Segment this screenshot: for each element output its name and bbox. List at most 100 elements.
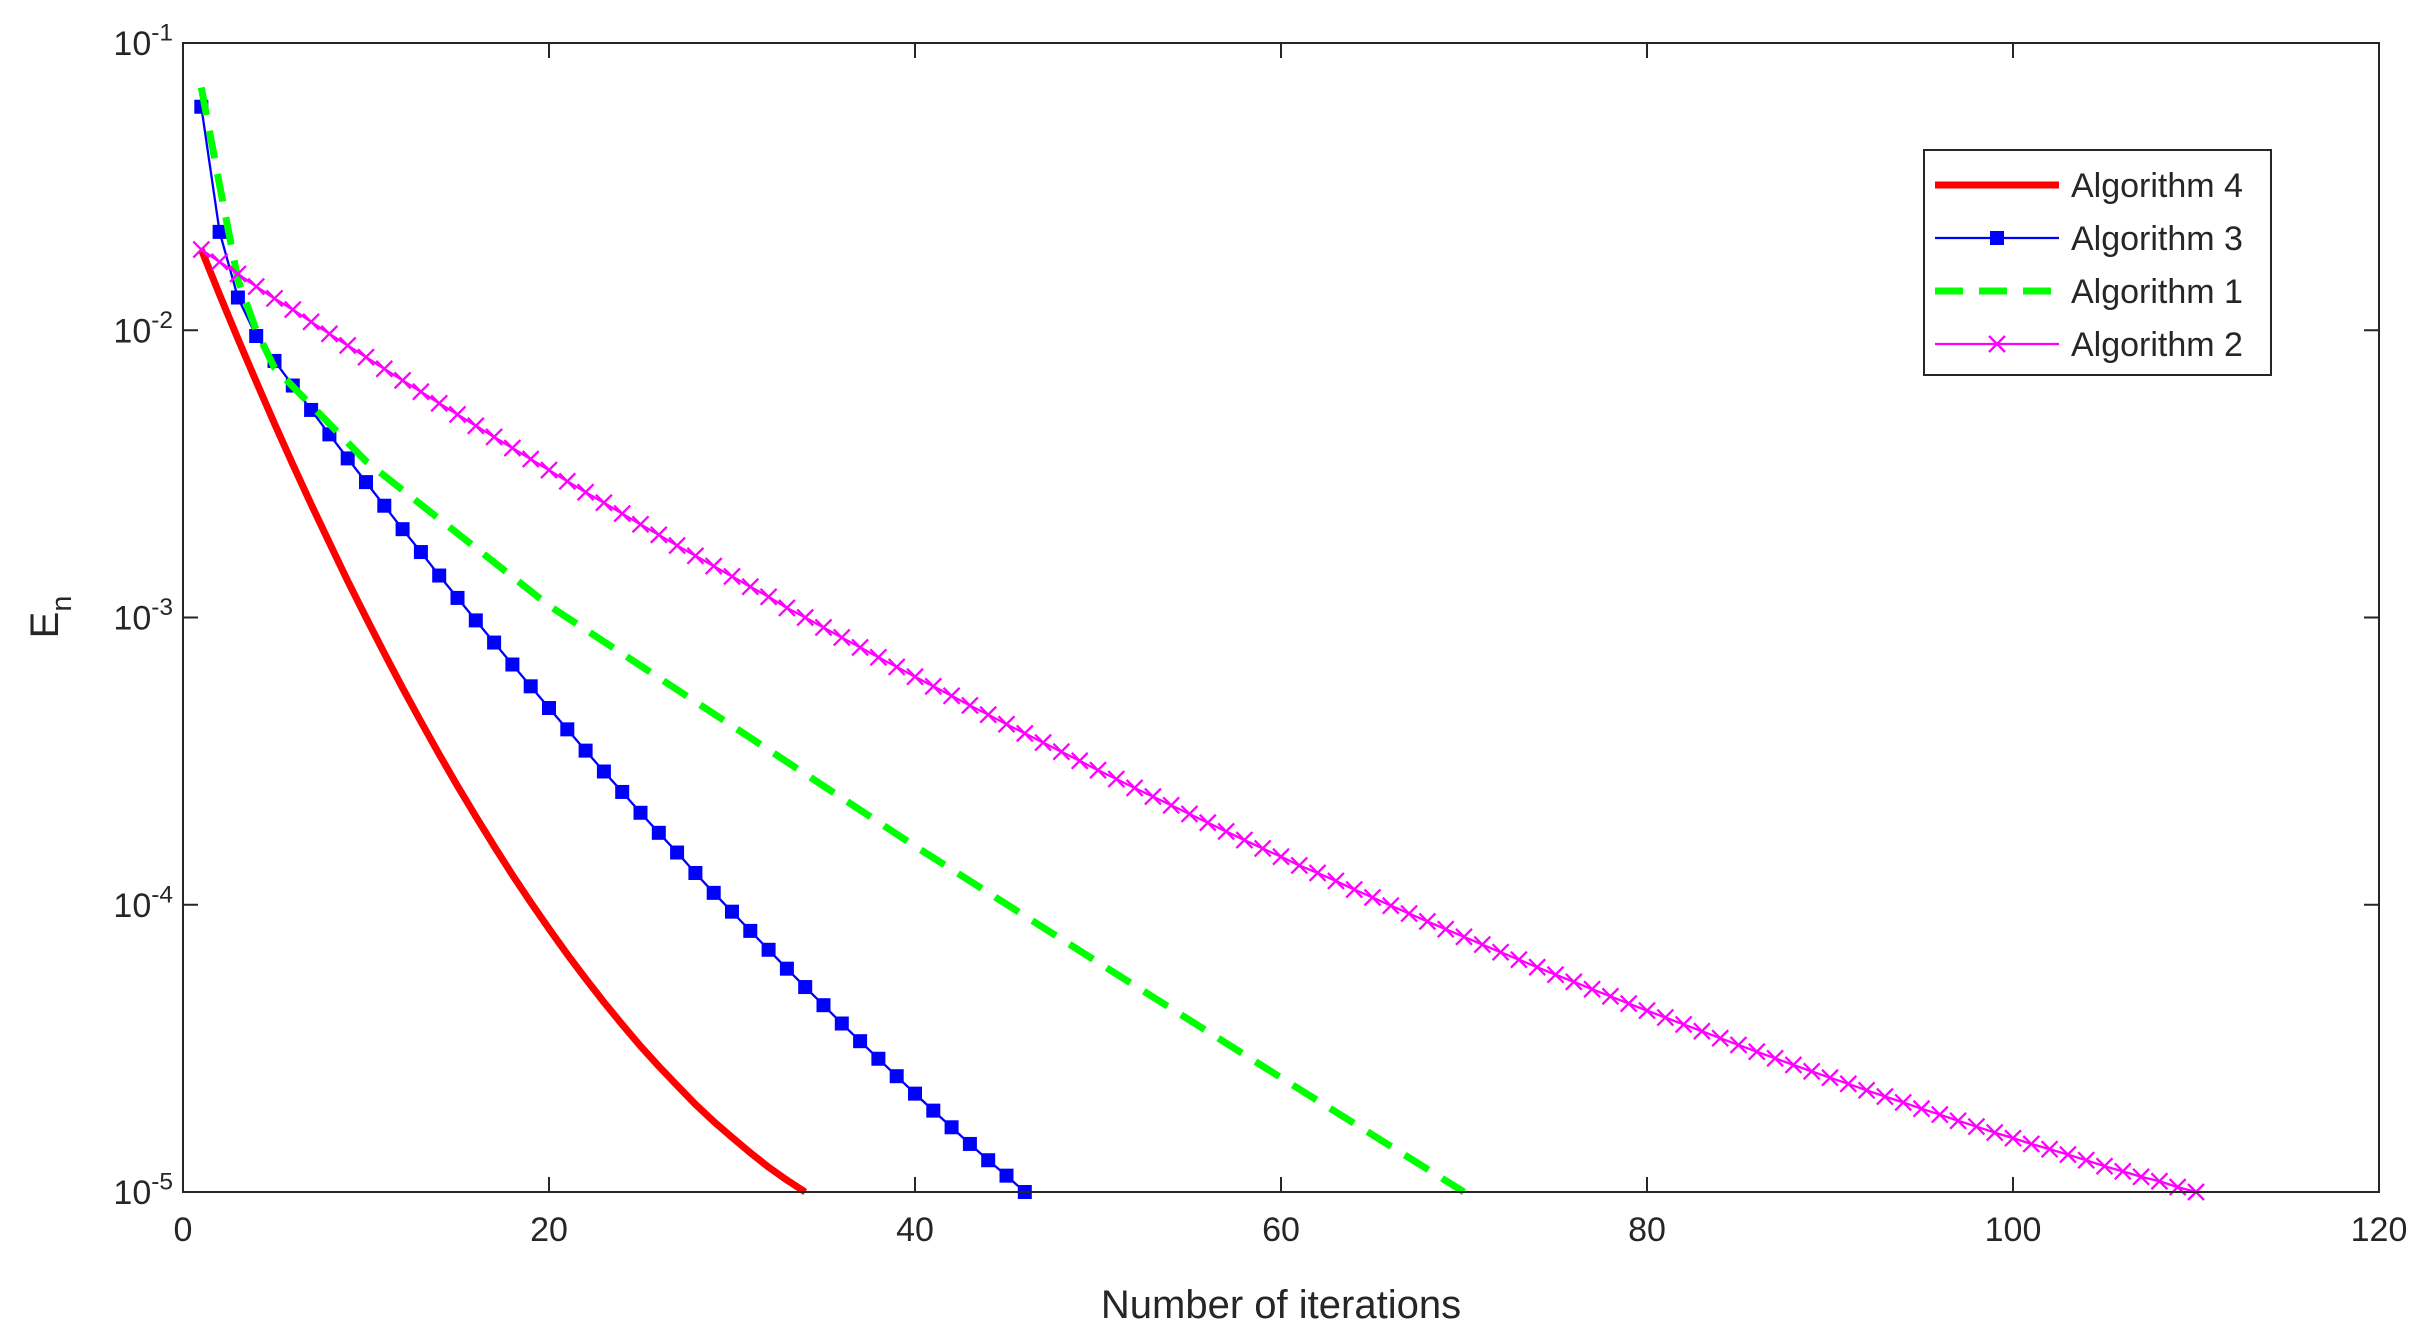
marker [1674,1015,1693,1034]
marker [1821,1068,1839,1087]
x-tick-label: 20 [530,1211,568,1249]
x-tick-label: 60 [1262,1211,1300,1249]
marker [631,515,650,534]
marker [1125,779,1144,797]
y-tick-label: 10-5 [113,1169,173,1212]
series [194,99,1032,1199]
marker [2150,1172,2169,1191]
marker [1876,1087,1894,1106]
marker [1418,912,1437,931]
marker [1180,805,1199,823]
marker [1381,896,1400,915]
marker [1912,1099,1931,1118]
marker [596,764,611,779]
marker [1894,1093,1913,1112]
marker [540,461,558,479]
marker [1638,1001,1656,1020]
marker [265,289,284,308]
series [197,86,1466,1195]
marker [889,1069,904,1084]
x-tick-label: 80 [1628,1211,1666,1249]
marker [487,635,502,650]
marker [375,360,394,378]
marker [1144,787,1162,806]
marker [779,961,794,976]
marker [613,504,632,523]
marker [340,451,355,466]
marker [1015,724,1034,743]
legend-label: Algorithm 1 [2071,273,2243,311]
marker [1070,752,1089,770]
marker [1107,770,1126,788]
marker [1345,880,1364,899]
marker [1436,920,1455,939]
marker [320,324,339,343]
marker [834,1016,849,1031]
marker [485,428,503,446]
marker [741,577,760,596]
x-tick-label: 100 [1985,1211,2042,1249]
marker [1564,973,1583,991]
marker [686,546,705,565]
marker [961,696,979,715]
marker [1601,987,1620,1006]
marker [887,658,906,676]
marker [359,475,373,490]
marker [1089,761,1107,780]
marker [1162,796,1181,815]
marker [688,865,703,880]
marker [1766,1049,1784,1068]
series-line [197,86,1466,1195]
x-tick-label: 120 [2351,1211,2408,1249]
marker [430,394,449,413]
marker [942,686,961,705]
marker [761,942,776,957]
marker [999,1168,1014,1183]
marker [505,657,520,672]
series [192,240,2205,1201]
marker [816,998,831,1013]
marker [944,1120,959,1135]
legend-marker [1988,335,2006,353]
marker [558,472,577,491]
marker [503,439,522,457]
marker [759,588,778,606]
marker [670,845,685,860]
marker [1967,1117,1986,1136]
marker [615,784,630,799]
marker [2040,1140,2059,1158]
marker [1693,1022,1711,1040]
series [198,248,808,1195]
marker [1510,950,1528,969]
marker [668,536,686,555]
marker [302,312,320,331]
marker [853,1034,868,1049]
marker [1711,1029,1730,1048]
marker [1455,928,1473,946]
marker [1034,733,1052,752]
marker [229,265,247,283]
marker [578,743,593,758]
marker [832,628,851,647]
marker [706,885,721,900]
marker [560,722,575,737]
marker [871,1051,886,1066]
marker [649,526,668,544]
plot-frame [182,42,2380,1193]
marker [523,679,538,694]
marker [1290,856,1309,875]
x-axis-label: Number of iterations [1101,1283,1461,1327]
marker [814,618,833,637]
y-tick-label: 10-1 [113,20,173,63]
marker [1217,822,1235,841]
marker [1656,1008,1675,1027]
marker [2095,1157,2114,1175]
marker [1729,1036,1748,1054]
marker [448,405,467,424]
marker [962,1136,977,1151]
marker [1491,943,1510,961]
marker [1052,742,1071,761]
marker [633,805,648,820]
